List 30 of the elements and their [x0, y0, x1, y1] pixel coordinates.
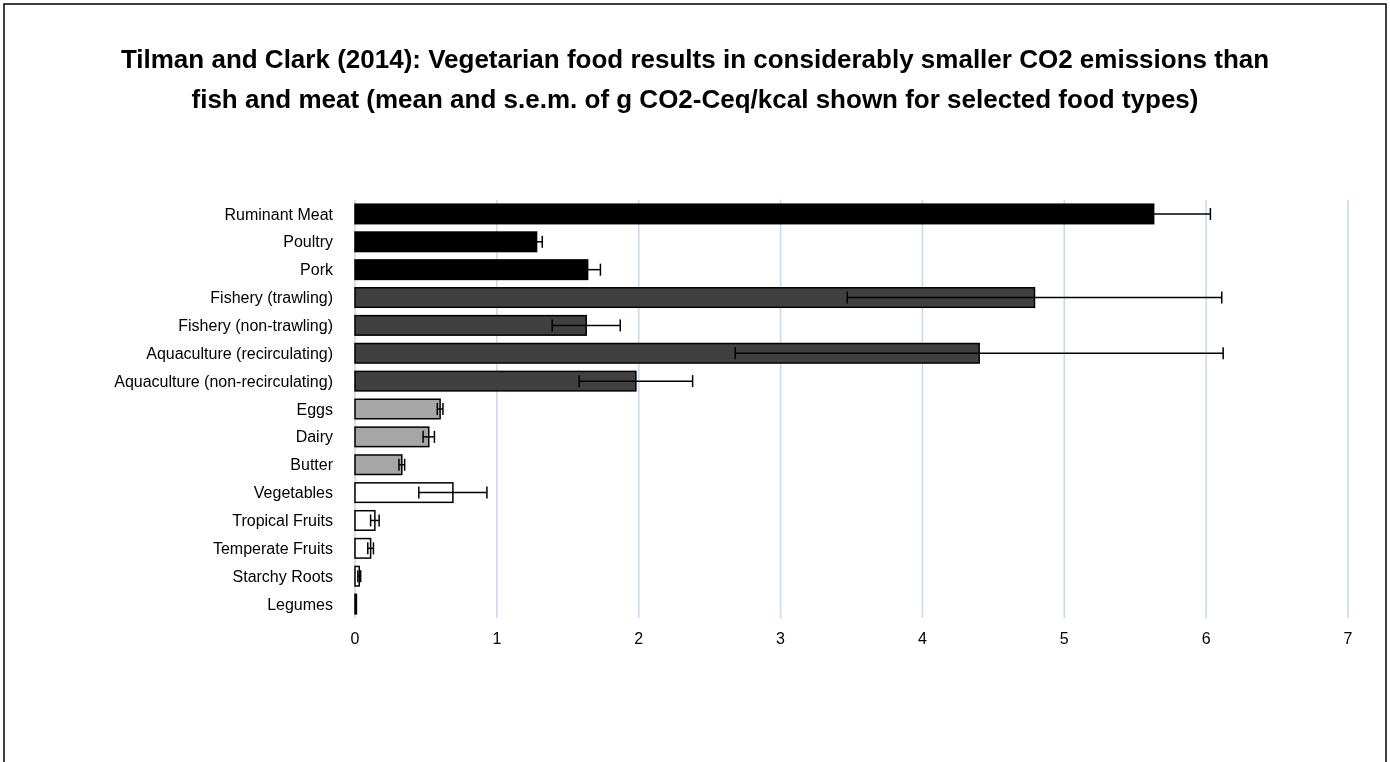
y-tick-label: Aquaculture (recirculating): [146, 344, 333, 362]
bar: [354, 426, 430, 448]
y-tick-label: Poultry: [283, 233, 333, 251]
bar: [354, 537, 372, 559]
y-tick-label: Aquaculture (non-recirculating): [114, 372, 333, 390]
bar: [354, 231, 538, 253]
y-tick-label: Eggs: [296, 400, 333, 418]
x-tick-label: 5: [1059, 629, 1069, 647]
x-tick-label: 4: [917, 629, 927, 647]
x-tick-label: 6: [1201, 629, 1211, 647]
y-tick-label: Legumes: [267, 595, 333, 613]
bar: [354, 454, 403, 476]
y-tick-label: Temperate Fruits: [212, 539, 333, 557]
y-tick-label: Vegetables: [253, 484, 333, 502]
y-tick-label: Ruminant Meat: [224, 205, 334, 223]
y-tick-label: Butter: [290, 456, 334, 474]
y-tick-label: Starchy Roots: [232, 567, 333, 585]
x-tick-label: 7: [1343, 629, 1353, 647]
bar: [354, 398, 441, 420]
x-tick-label: 1: [492, 629, 502, 647]
x-tick-label: 3: [776, 629, 786, 647]
chart-title: Tilman and Clark (2014): Vegetarian food results in considerably smaller CO2 emissions than fish and meat (mean and s.e.m. of g CO2-Ceq/kcal shown for selected food types): [120, 44, 1270, 114]
y-tick-label: Dairy: [295, 428, 333, 446]
x-tick-label: 2: [634, 629, 644, 647]
x-tick-label: 0: [350, 629, 360, 647]
y-tick-label: Fishery (trawling): [210, 289, 333, 307]
bar: [354, 509, 376, 531]
y-tick-label: Pork: [300, 261, 334, 279]
y-tick-label: Tropical Fruits: [232, 512, 333, 530]
y-tick-label: Fishery (non-trawling): [178, 317, 333, 334]
